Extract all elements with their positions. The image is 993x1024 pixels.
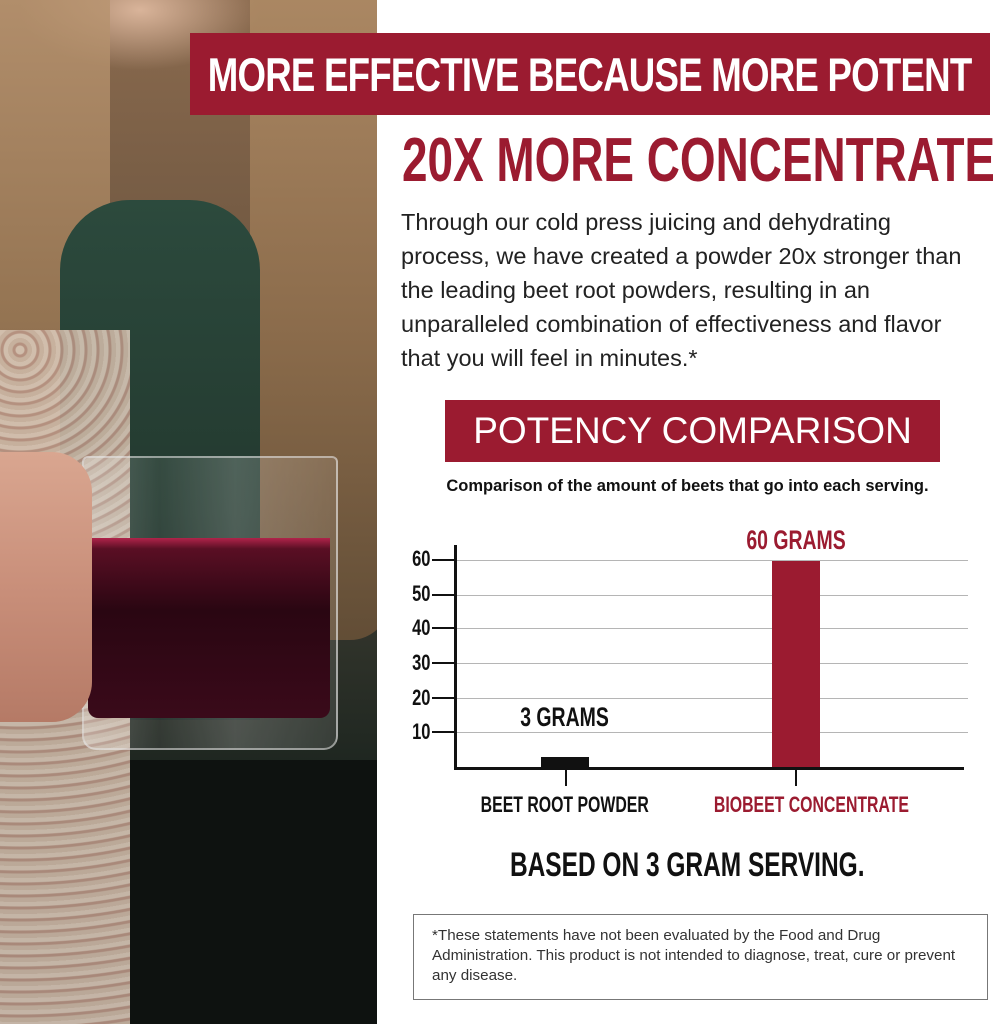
beet-juice	[88, 538, 330, 718]
fda-disclaimer: *These statements have not been evaluate…	[413, 914, 988, 1000]
gridline	[456, 628, 968, 629]
y-tick-label: 20	[411, 685, 430, 710]
top-banner: MORE EFFECTIVE BECAUSE MORE POTENT	[190, 33, 990, 115]
y-tick	[432, 559, 454, 561]
hand	[0, 452, 92, 722]
y-tick	[432, 731, 454, 733]
photo-background	[130, 760, 377, 1024]
gridline	[456, 698, 968, 699]
section-title: POTENCY COMPARISON	[445, 400, 940, 462]
bar-value-label: 60 GRAMS	[746, 525, 846, 555]
section-subtitle: Comparison of the amount of beets that g…	[446, 477, 929, 495]
y-tick-label: 50	[411, 581, 430, 606]
y-tick	[432, 697, 454, 699]
category-label: BEET ROOT POWDER	[480, 792, 650, 817]
serving-note: BASED ON 3 GRAM SERVING.	[510, 846, 865, 884]
product-lifestyle-photo	[0, 0, 377, 1024]
headline: 20X MORE CONCENTRATED	[402, 126, 993, 195]
y-tick-label: 10	[411, 719, 430, 744]
gridline	[456, 595, 968, 596]
x-axis	[454, 767, 964, 770]
category-label: BIOBEET CONCENTRATE	[713, 792, 910, 817]
x-tick	[795, 770, 797, 786]
potency-bar-chart: 60 50 40 30 20 10 3 GRAMS BEET ROOT POWD…	[390, 520, 990, 830]
y-tick	[432, 662, 454, 664]
y-axis	[454, 545, 457, 770]
y-tick	[432, 594, 454, 596]
y-tick-label: 30	[411, 650, 430, 675]
body-text: Through our cold press juicing and dehyd…	[401, 209, 962, 371]
gridline	[456, 732, 968, 733]
y-tick	[432, 627, 454, 629]
gridline	[456, 663, 968, 664]
bar-biobeet-concentrate	[772, 561, 820, 767]
bar-beet-root-powder	[541, 757, 589, 767]
gridline	[456, 560, 968, 561]
bar-value-label: 3 GRAMS	[520, 702, 610, 732]
x-tick	[565, 770, 567, 786]
y-tick-label: 40	[411, 615, 430, 640]
y-tick-label: 60	[411, 546, 430, 571]
banner-title: MORE EFFECTIVE BECAUSE MORE POTENT	[208, 47, 973, 101]
